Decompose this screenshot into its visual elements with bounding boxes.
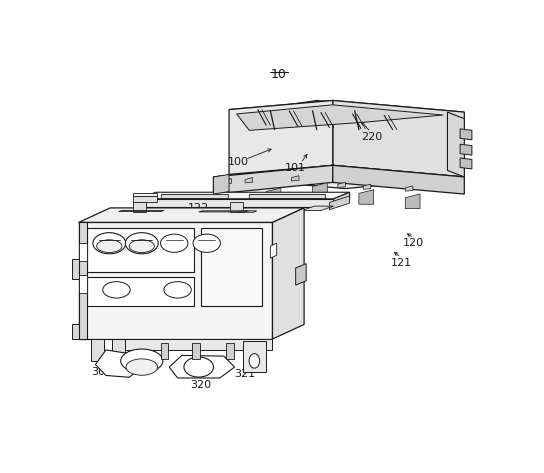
Text: 230: 230 <box>190 214 212 224</box>
Text: 300: 300 <box>100 218 121 228</box>
Ellipse shape <box>193 234 220 252</box>
Text: 232: 232 <box>218 223 239 233</box>
Polygon shape <box>359 190 374 204</box>
Ellipse shape <box>97 240 122 253</box>
Polygon shape <box>302 206 333 210</box>
Polygon shape <box>87 277 195 306</box>
Polygon shape <box>363 184 370 189</box>
Polygon shape <box>87 228 195 272</box>
Polygon shape <box>229 100 333 175</box>
Ellipse shape <box>125 233 158 254</box>
Polygon shape <box>140 199 333 207</box>
Polygon shape <box>333 192 350 207</box>
Polygon shape <box>201 228 262 306</box>
Polygon shape <box>273 208 304 339</box>
Polygon shape <box>266 188 281 202</box>
Polygon shape <box>95 350 144 377</box>
Polygon shape <box>312 183 327 197</box>
Text: 122: 122 <box>188 203 209 213</box>
Polygon shape <box>72 259 78 279</box>
Polygon shape <box>270 243 277 258</box>
Ellipse shape <box>160 234 188 252</box>
Polygon shape <box>78 222 273 339</box>
Polygon shape <box>405 194 420 209</box>
Polygon shape <box>460 158 472 169</box>
Polygon shape <box>161 194 228 198</box>
Polygon shape <box>78 243 87 261</box>
Polygon shape <box>72 324 87 339</box>
Polygon shape <box>78 275 87 293</box>
Polygon shape <box>338 182 345 187</box>
Ellipse shape <box>129 240 154 253</box>
Polygon shape <box>243 341 266 372</box>
Polygon shape <box>213 175 229 194</box>
Polygon shape <box>292 175 299 181</box>
Polygon shape <box>119 210 164 211</box>
Ellipse shape <box>103 281 130 298</box>
Polygon shape <box>405 186 413 191</box>
Text: 101: 101 <box>285 163 306 173</box>
Text: 320: 320 <box>190 379 212 390</box>
Ellipse shape <box>164 281 191 298</box>
Ellipse shape <box>126 359 158 375</box>
Polygon shape <box>333 100 464 177</box>
Polygon shape <box>245 177 252 183</box>
Text: 301: 301 <box>91 367 112 377</box>
Polygon shape <box>230 100 448 131</box>
Ellipse shape <box>184 357 213 377</box>
Polygon shape <box>330 196 350 210</box>
Polygon shape <box>228 193 243 208</box>
Polygon shape <box>237 105 443 131</box>
Polygon shape <box>91 339 104 361</box>
Polygon shape <box>249 194 325 198</box>
Polygon shape <box>112 339 125 361</box>
Polygon shape <box>226 342 234 359</box>
Polygon shape <box>133 196 157 202</box>
Polygon shape <box>140 192 350 199</box>
Polygon shape <box>193 342 200 359</box>
Polygon shape <box>133 202 146 211</box>
Polygon shape <box>448 112 464 177</box>
Polygon shape <box>296 263 306 285</box>
Text: 100: 100 <box>228 158 249 167</box>
Polygon shape <box>78 222 87 339</box>
Polygon shape <box>460 129 472 140</box>
Ellipse shape <box>121 349 163 373</box>
Text: 310: 310 <box>102 237 123 247</box>
Polygon shape <box>333 165 464 194</box>
Polygon shape <box>161 342 168 359</box>
Text: 121: 121 <box>391 257 412 268</box>
Polygon shape <box>213 165 333 194</box>
Polygon shape <box>213 165 464 189</box>
Polygon shape <box>230 202 243 211</box>
Text: 110: 110 <box>446 147 466 157</box>
Polygon shape <box>199 211 249 212</box>
Polygon shape <box>224 179 232 184</box>
Polygon shape <box>123 339 273 350</box>
Ellipse shape <box>249 354 259 368</box>
Polygon shape <box>229 100 464 121</box>
Polygon shape <box>460 144 472 155</box>
Polygon shape <box>133 193 157 196</box>
Text: 10: 10 <box>271 69 287 81</box>
Text: 220: 220 <box>361 132 382 142</box>
Text: 120: 120 <box>403 237 424 247</box>
Text: 321: 321 <box>234 368 256 378</box>
Ellipse shape <box>93 233 126 254</box>
Polygon shape <box>78 208 304 222</box>
Polygon shape <box>237 211 257 212</box>
Polygon shape <box>169 355 234 378</box>
